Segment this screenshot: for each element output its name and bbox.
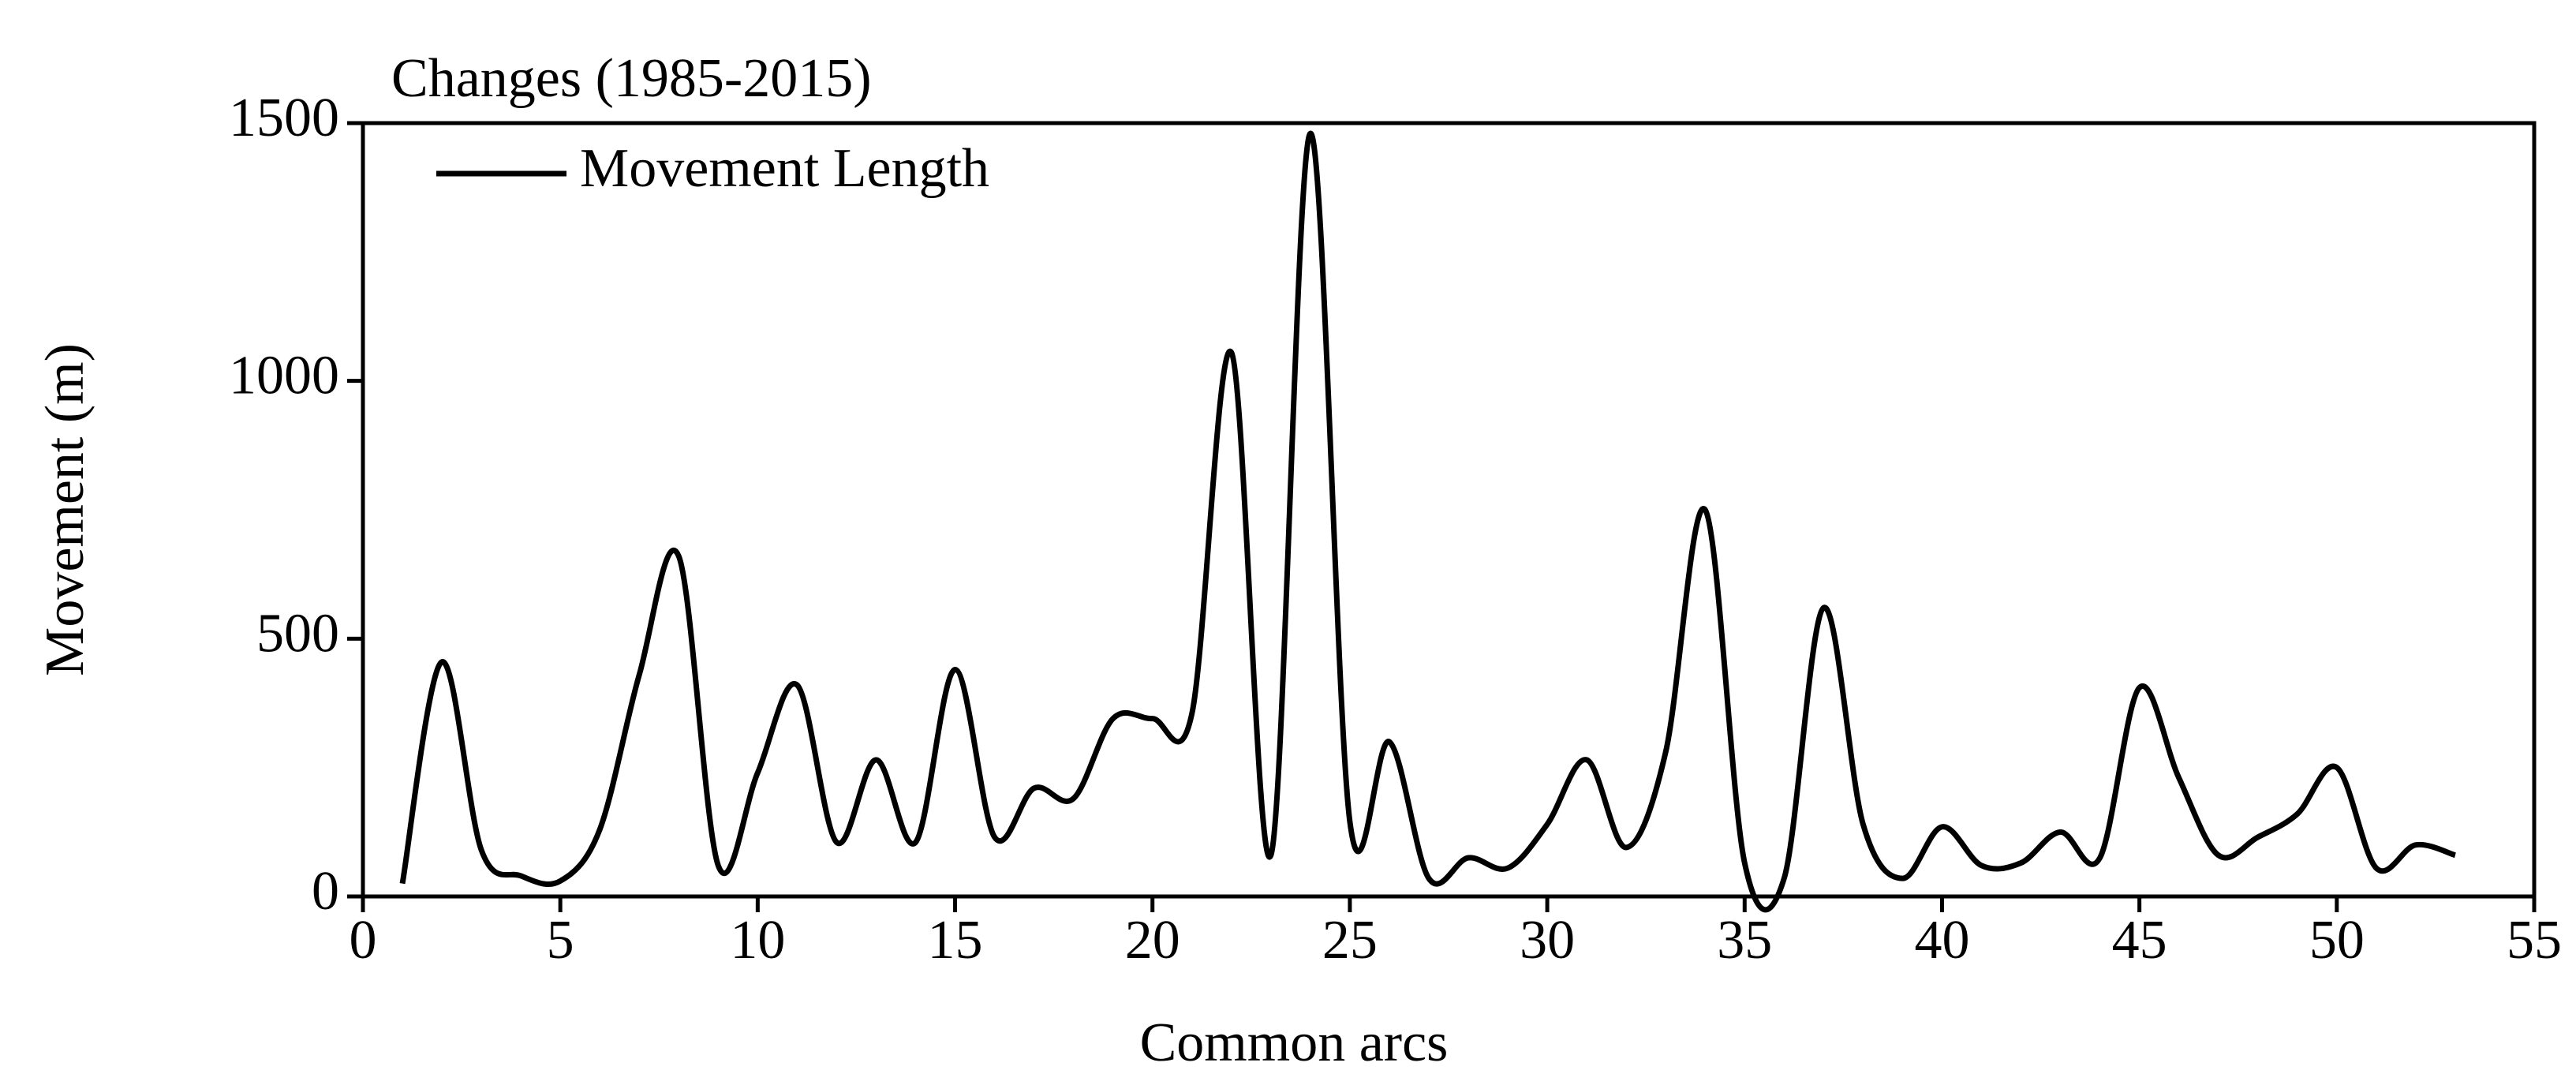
y-tick-label: 1500 [229,88,339,148]
y-tick-label: 500 [256,603,339,664]
x-tick-label: 15 [928,910,983,971]
x-tick-label: 0 [350,910,377,971]
x-tick-label: 30 [1520,910,1575,971]
x-tick-label: 20 [1125,910,1180,971]
y-axis-label: Movement (m) [35,343,95,676]
x-tick-label: 50 [2309,910,2365,971]
x-tick-label: 45 [2112,910,2167,971]
y-tick-label: 1000 [229,346,339,406]
legend-label: Movement Length [580,138,989,199]
y-tick-label: 0 [312,861,339,922]
plot-frame [361,121,2537,899]
x-tick-label: 25 [1322,910,1378,971]
x-tick-label: 5 [547,910,574,971]
chart-title: Changes (1985-2015) [391,48,872,109]
x-tick-label: 10 [730,910,785,971]
x-tick-label: 55 [2507,910,2562,971]
data-line [399,130,2457,913]
x-axis-label: Common arcs [1140,1012,1449,1073]
x-tick-label: 35 [1717,910,1772,971]
x-tick-label: 40 [1914,910,1969,971]
